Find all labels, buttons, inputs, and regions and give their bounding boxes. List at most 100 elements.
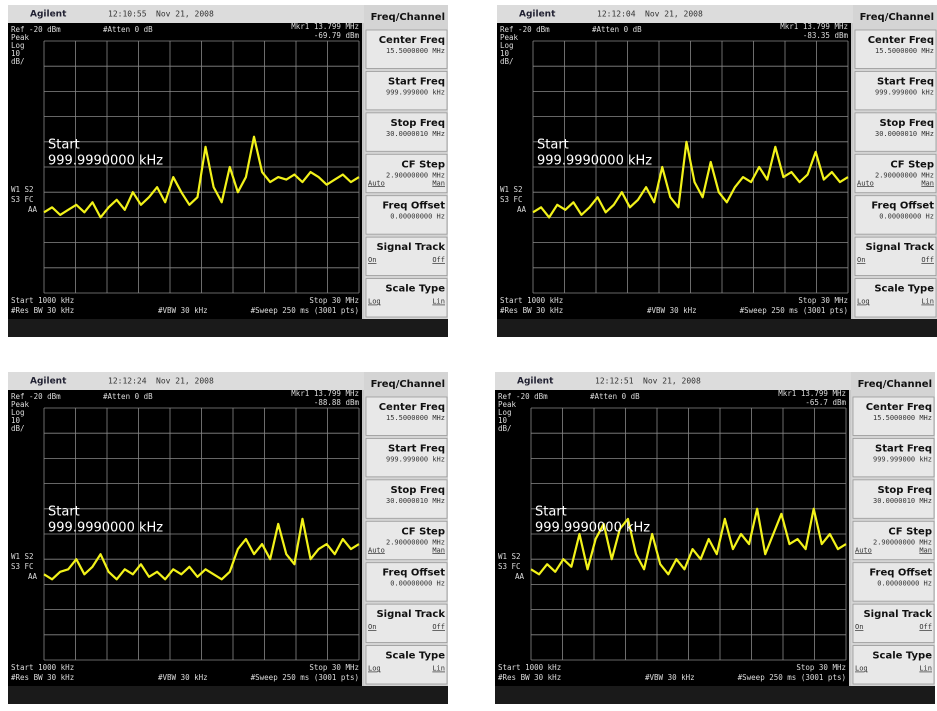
softkey[interactable]: [365, 438, 448, 478]
softkey[interactable]: [854, 112, 937, 152]
rbw: #Res BW 30 kHz: [11, 673, 74, 682]
menu-title: Freq/Channel: [860, 12, 934, 23]
softkey-label: Center Freq: [866, 402, 932, 413]
softkey-value: 0.00000000 Hz: [390, 580, 445, 588]
softkey-value: 2.90000000 MHz: [875, 171, 934, 179]
softkey[interactable]: [854, 278, 937, 318]
marker-level: -69.79 dBm: [314, 31, 360, 40]
softkey[interactable]: [365, 562, 448, 602]
marker-level: -83.35 dBm: [803, 31, 849, 40]
softkey-label: CF Step: [890, 159, 934, 170]
softkey-option: On: [855, 623, 863, 631]
softkey-option: Lin: [432, 665, 445, 673]
rbw: #Res BW 30 kHz: [498, 673, 561, 682]
channel-flag: W1 S2: [11, 185, 34, 194]
softkey[interactable]: [365, 603, 448, 643]
screen: [497, 23, 851, 319]
start-label: Start: [48, 138, 80, 153]
softkey[interactable]: [365, 195, 448, 235]
softkey-value: 30.0000010 MHz: [386, 497, 445, 505]
softkey-label: Center Freq: [868, 35, 934, 46]
menu-title: Freq/Channel: [371, 379, 445, 390]
softkey[interactable]: [854, 236, 937, 276]
scale-label: 10: [11, 416, 21, 425]
channel-flag: S3 FC: [498, 562, 521, 571]
softkey[interactable]: [854, 153, 937, 194]
start-label: Start: [537, 138, 569, 153]
softkey-value: 2.90000000 MHz: [873, 538, 932, 546]
channel-flag: W1 S2: [500, 185, 523, 194]
softkey[interactable]: [854, 71, 937, 111]
scale-label: 10: [498, 416, 508, 425]
softkey-option: Off: [921, 256, 934, 264]
softkey-label: Scale Type: [385, 651, 445, 662]
softkey[interactable]: [852, 603, 935, 643]
trace: [43, 135, 360, 219]
softkey[interactable]: [854, 195, 937, 235]
sweep: #Sweep 250 ms (3001 pts): [251, 306, 359, 315]
softkey-option: Log: [857, 298, 870, 306]
softkey[interactable]: [365, 112, 448, 152]
softkey[interactable]: [854, 29, 937, 69]
start-value: 999.9990000 kHz: [535, 521, 650, 536]
detector: Peak: [11, 400, 30, 409]
vbw: #VBW 30 kHz: [647, 306, 697, 315]
brand: Agilent: [519, 10, 556, 20]
sweep: #Sweep 250 ms (3001 pts): [740, 306, 848, 315]
channel-flag: S3 FC: [500, 195, 523, 204]
softkey[interactable]: [365, 29, 448, 69]
header-bar: [8, 5, 364, 23]
softkey-value: 999.999000 kHz: [873, 455, 932, 463]
start-freq: Start 1000 kHz: [498, 663, 561, 672]
softkey[interactable]: [365, 153, 448, 194]
date: Nov 21, 2008: [156, 377, 214, 386]
softkey[interactable]: [365, 236, 448, 276]
rbw: #Res BW 30 kHz: [11, 306, 74, 315]
softkey[interactable]: [365, 479, 448, 519]
brand: Agilent: [517, 377, 554, 387]
start-freq: Start 1000 kHz: [11, 296, 74, 305]
softkey[interactable]: [852, 520, 935, 561]
header-bar: [8, 372, 364, 390]
marker-level: -88.88 dBm: [314, 398, 360, 407]
start-label: Start: [48, 505, 80, 520]
softkey-option: Lin: [432, 298, 445, 306]
start-value: 999.9990000 kHz: [48, 521, 163, 536]
scale-label: 10: [11, 49, 21, 58]
softkey-label: CF Step: [401, 159, 445, 170]
menu-title: Freq/Channel: [371, 12, 445, 23]
date: Nov 21, 2008: [643, 377, 701, 386]
softkey[interactable]: [852, 396, 935, 436]
softkey-value: 2.90000000 MHz: [386, 171, 445, 179]
softkey[interactable]: [365, 278, 448, 318]
softkey-option: Off: [432, 623, 445, 631]
trace: [43, 517, 360, 581]
softkey-option: Auto: [368, 179, 385, 187]
softkey[interactable]: [365, 645, 448, 685]
softkey[interactable]: [852, 562, 935, 602]
softkey-label: Scale Type: [385, 284, 445, 295]
screen: [8, 390, 362, 686]
softkey-value: 0.00000000 Hz: [879, 213, 934, 221]
softkey[interactable]: [852, 645, 935, 685]
softkey[interactable]: [365, 396, 448, 436]
ref-level: Ref -20 dBm: [500, 25, 550, 34]
softkey-option: Man: [921, 179, 934, 187]
softkey-label: Start Freq: [875, 443, 932, 454]
softkey[interactable]: [365, 71, 448, 111]
stop-freq: Stop 30 MHz: [798, 296, 848, 305]
softkey-option: Auto: [857, 179, 874, 187]
vbw: #VBW 30 kHz: [645, 673, 695, 682]
screen: [8, 23, 362, 319]
softkey-option: On: [368, 256, 376, 264]
analyzer-screen: Agilent 12:10:55 Nov 21, 2008 Ref -20 dBm #A…: [8, 5, 448, 337]
softkey-label: Freq Offset: [871, 201, 934, 212]
channel-flag: AA: [515, 572, 525, 581]
softkey-label: CF Step: [888, 526, 932, 537]
start-label: Start: [535, 505, 567, 520]
softkey[interactable]: [852, 438, 935, 478]
softkey[interactable]: [365, 520, 448, 561]
start-value: 999.9990000 kHz: [48, 154, 163, 169]
detector: Peak: [500, 33, 519, 42]
softkey[interactable]: [852, 479, 935, 519]
